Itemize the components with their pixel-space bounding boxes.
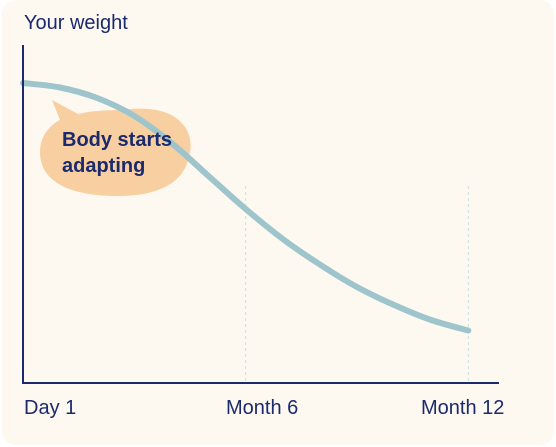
- annotation-callout: [40, 100, 191, 196]
- x-tick-label-day-1: Day 1: [24, 397, 77, 419]
- grid-layer: [245, 186, 469, 382]
- annotation-line-1: Body starts: [62, 129, 173, 151]
- y-axis-label: Your weight: [24, 12, 128, 34]
- x-tick-label-month-6: Month 6: [226, 397, 299, 419]
- weight-line: [20, 80, 472, 334]
- x-tick-label-month-12: Month 12: [421, 397, 505, 419]
- annotation-line-2: adapting: [62, 155, 146, 177]
- annotation-label: Body starts adapting: [62, 127, 172, 179]
